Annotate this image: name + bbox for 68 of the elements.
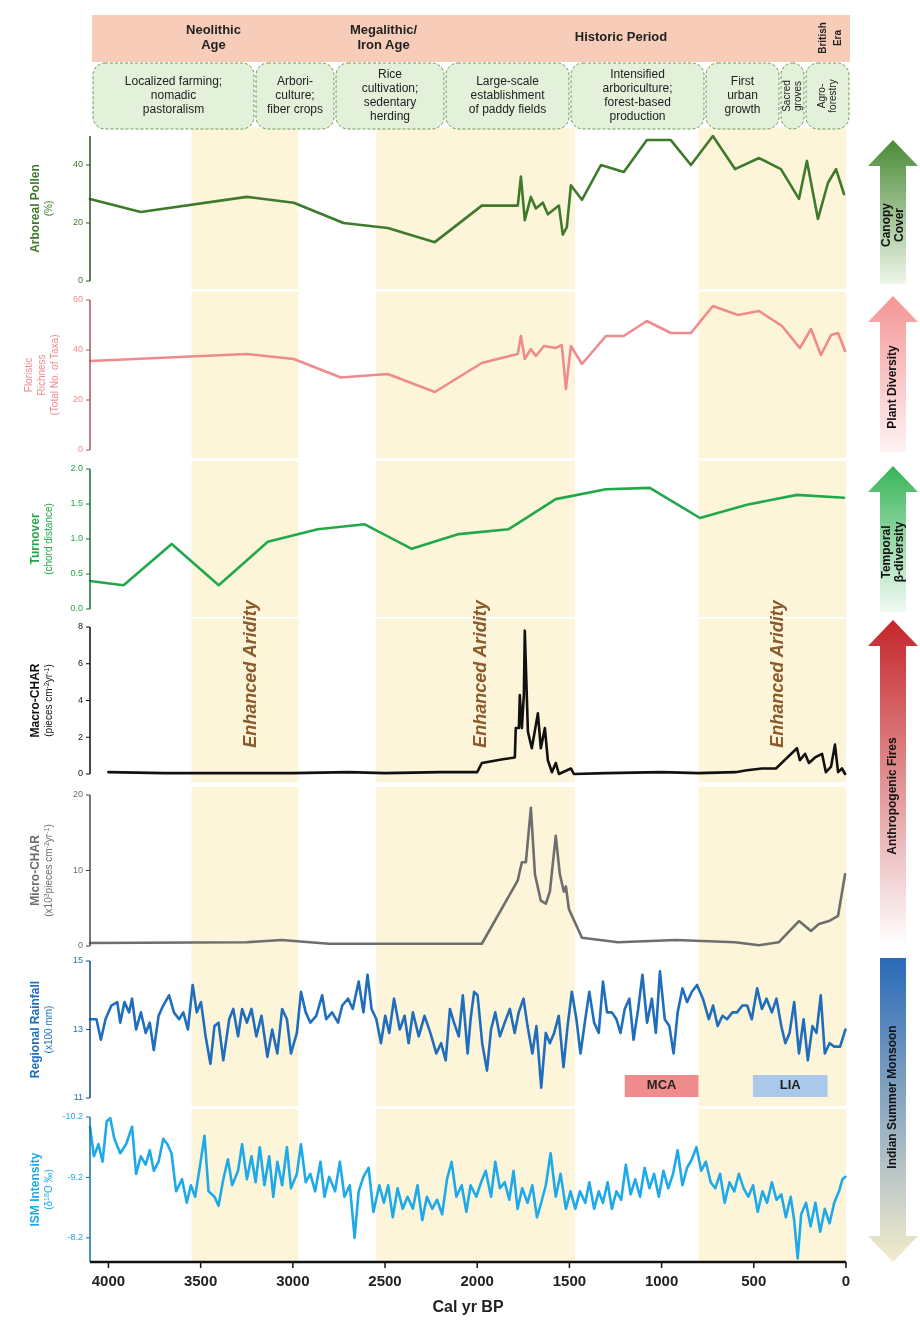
y-tick-label: 15 [72, 955, 83, 966]
y-tick-label: 60 [72, 294, 83, 305]
band-label: LIA [779, 1077, 802, 1093]
y-axis-title: Turnover (chord distance) [27, 503, 54, 575]
y-tick-label: -8.2 [67, 1232, 83, 1243]
text: Canopy Cover [878, 202, 906, 248]
y-tick-label: 11 [73, 1092, 83, 1103]
y-tick-label: 20 [72, 789, 83, 800]
line-series [88, 134, 846, 244]
text: Rice cultivation; sedentary herding [361, 67, 419, 124]
y-axis-title: Arboreal Pollen (%) [27, 164, 54, 253]
x-tick-label: 3500 [183, 1272, 218, 1289]
x-tick-label: 3000 [276, 1272, 310, 1289]
text: Neolithic Age [186, 21, 241, 52]
x-tick-label: 0 [841, 1272, 851, 1289]
y-tick-label: 6 [77, 658, 83, 669]
band-label: MCA [646, 1077, 678, 1093]
text: Plant Diversity [885, 344, 900, 429]
band-label: Enhanced Aridity [470, 599, 491, 748]
line-series [88, 304, 847, 394]
y-tick-label: 20 [72, 394, 83, 405]
y-tick-label: 2 [77, 731, 83, 742]
text: Anthropogenic Fires [885, 737, 900, 855]
y-tick-label: 2.0 [70, 463, 83, 474]
y-tick-label: -9.2 [67, 1171, 83, 1182]
line-series [88, 806, 847, 947]
y-tick-label: 20 [72, 217, 83, 228]
y-tick-label: 40 [72, 159, 83, 170]
y-tick-label: -10.2 [62, 1111, 83, 1122]
text: Megalithic/ Iron Age [349, 21, 418, 52]
x-axis-title: Cal yr BP [432, 1298, 504, 1315]
y-tick-label: 40 [72, 344, 83, 355]
text: Historic Period [574, 29, 668, 45]
text: Indian Summer Monsoon [885, 1025, 900, 1169]
band-label: Enhanced Aridity [766, 599, 787, 748]
x-tick-label: 500 [741, 1272, 767, 1289]
text: Sacred groves [780, 80, 803, 112]
text: Arbori- culture; fiber crops [266, 74, 324, 117]
y-tick-label: 10 [72, 864, 83, 875]
x-tick-label: 1000 [644, 1272, 679, 1289]
y-tick-label: 0 [77, 768, 83, 779]
y-tick-label: 8 [77, 621, 83, 632]
x-tick-label: 2500 [368, 1272, 402, 1289]
x-tick-label: 1500 [552, 1272, 587, 1289]
y-tick-label: 1.0 [70, 533, 83, 544]
y-axis-title: Regional Rainfall (x100 mm) [27, 980, 54, 1079]
x-tick-label: 2000 [460, 1272, 494, 1289]
y-tick-label: 4 [77, 694, 83, 705]
band-label: Enhanced Aridity [239, 599, 260, 748]
line-series [88, 969, 847, 1090]
y-tick-label: 0 [77, 275, 83, 286]
line-series [88, 1116, 847, 1260]
y-axis-title: Floristic Richness (Total No. of Taxa) [23, 334, 60, 416]
text: British Era [816, 22, 843, 54]
line-series [88, 486, 846, 587]
text: Intensified arboriculture; forest-based production [602, 67, 673, 124]
x-tick-label: 4000 [91, 1272, 126, 1289]
y-tick-label: 0 [77, 444, 83, 455]
text: Large-scale establishment of paddy fields [468, 74, 547, 117]
text: Temporal β-diversity [878, 521, 906, 583]
y-tick-label: 1.5 [70, 498, 83, 509]
y-tick-label: 13 [72, 1023, 83, 1034]
y-tick-label: 0.0 [70, 603, 83, 614]
y-tick-label: 0 [77, 940, 83, 951]
text: Agro- forestry [815, 79, 838, 113]
text: First urban growth [724, 74, 761, 117]
y-tick-label: 0.5 [70, 568, 83, 579]
text: Localized farming; nomadic pastoralism [124, 74, 223, 117]
